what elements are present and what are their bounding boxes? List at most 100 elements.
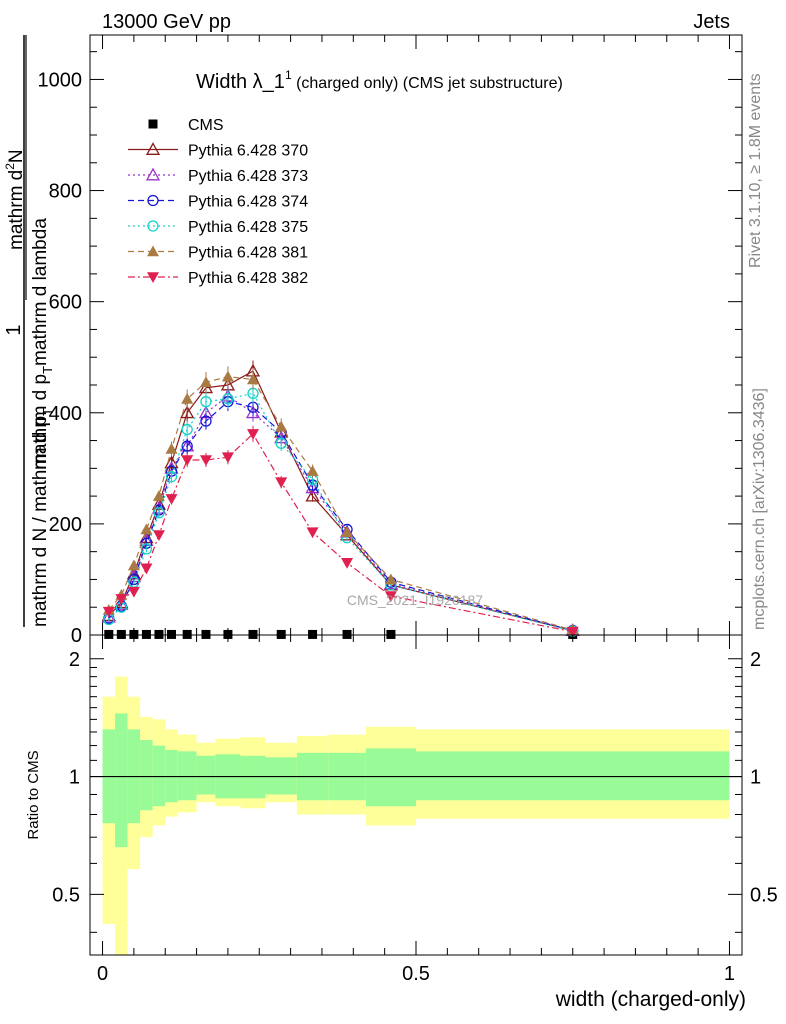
legend-label-374: Pythia 6.428 374	[188, 194, 308, 211]
data-point-CMS	[386, 629, 396, 639]
data-point-CMS	[141, 629, 151, 639]
data-point-381	[341, 526, 354, 538]
data-point-382	[199, 455, 212, 466]
data-point-382	[341, 557, 354, 569]
series-381	[102, 366, 579, 635]
data-point-381	[165, 442, 178, 454]
main-y-label: 1 mathrm d N / mathrm d pT mathrm d2N ma…	[3, 35, 55, 627]
series-line-374	[108, 401, 573, 632]
data-point-CMS	[129, 629, 139, 639]
data-point-382	[127, 586, 140, 598]
series-382	[102, 425, 579, 638]
data-point-CMS	[342, 629, 352, 639]
ylabel-denominator: mathrm d N / mathrm d p	[30, 416, 51, 627]
energy-label: 13000 GeV pp	[102, 11, 231, 33]
data-point-370	[180, 405, 195, 419]
data-point-382	[247, 429, 259, 440]
main-y-axis: 0 200 400 600 800 1000	[38, 51, 742, 647]
series-CMS	[104, 629, 578, 639]
ratio-ytick-label-right: 0.5	[750, 884, 778, 906]
data-point-382	[275, 477, 288, 489]
ratio-y-axis: 0.5 0.5 1 1 2 2	[52, 649, 778, 933]
legend-marker-370	[145, 142, 161, 155]
ratio-band-inner	[140, 740, 153, 811]
ratio-band-inner	[365, 748, 416, 807]
series-line-382	[108, 432, 573, 633]
data-point-381	[127, 559, 140, 571]
legend-marker-381	[147, 245, 159, 257]
ratio-ytick-label: 0.5	[52, 884, 80, 906]
data-point-374	[128, 573, 140, 586]
data-point-CMS	[182, 629, 192, 639]
site-label: mcplots.cern.ch [arXiv:1306.3436]	[751, 388, 768, 630]
main-ytick-label: 800	[49, 181, 82, 203]
series-line-375	[108, 392, 573, 632]
data-point-382	[221, 452, 234, 464]
svg-text:Width λ_11 (charged only) (CMS: Width λ_11 (charged only) (CMS jet subst…	[196, 68, 563, 93]
data-point-CMS	[116, 629, 126, 639]
data-point-CMS	[308, 629, 318, 639]
legend-marker-374	[147, 194, 159, 207]
ratio-band-inner	[177, 751, 197, 801]
title-sub: (charged only) (CMS jet substructure)	[292, 75, 563, 92]
legend-entry-381: Pythia 6.428 381	[128, 245, 308, 262]
data-point-382	[566, 626, 579, 638]
legend-entry-CMS: CMS	[148, 117, 224, 134]
data-point-381	[247, 373, 259, 385]
ratio-band-inner	[152, 745, 166, 807]
ratio-ytick-label: 2	[69, 649, 80, 671]
ylabel-line2-rest: mathrm d lambda	[30, 218, 51, 366]
data-point-382	[115, 594, 128, 605]
legend: CMS Pythia 6.428 370 Pythia 6.428 373 Pythi…	[128, 117, 308, 287]
svg-text:mathrm d pTmathrm d lambda: mathrm d pTmathrm d lambda	[30, 218, 55, 470]
data-point-375	[140, 543, 153, 555]
svg-text:mathrm d N / mathrm d pT: mathrm d N / mathrm d pT	[30, 408, 55, 627]
data-point-381	[152, 490, 165, 501]
ratio-ytick-label-right: 2	[750, 649, 761, 671]
legend-marker-373	[145, 167, 161, 181]
data-point-375	[275, 437, 287, 449]
legend-entry-373: Pythia 6.428 373	[128, 167, 308, 185]
legend-marker-CMS	[148, 119, 158, 129]
x-axis-label: width (charged-only)	[555, 988, 746, 1011]
legend-entry-374: Pythia 6.428 374	[128, 194, 308, 211]
main-ytick-label: 200	[49, 514, 82, 536]
data-point-375	[222, 393, 234, 405]
ratio-xtick-label: 0	[97, 963, 108, 985]
main-ytick-label: 400	[49, 403, 82, 425]
svg-text:mathrm d2N: mathrm d2N	[3, 149, 27, 250]
data-point-CMS	[223, 629, 233, 639]
data-point-382	[181, 455, 194, 466]
data-point-381	[275, 420, 288, 432]
ratio-x-axis: 0 0.5 1	[97, 635, 735, 985]
data-point-375	[200, 396, 212, 408]
chart-title: Width λ_11 (charged only) (CMS jet subst…	[196, 68, 563, 93]
data-point-CMS	[201, 629, 211, 639]
series-line-373	[108, 395, 573, 632]
ratio-band-inner	[115, 713, 128, 848]
legend-entry-382: Pythia 6.428 382	[128, 270, 308, 287]
legend-label-370: Pythia 6.428 370	[188, 143, 308, 160]
data-point-381	[181, 392, 194, 404]
data-point-370	[305, 488, 320, 502]
data-point-382	[152, 530, 165, 541]
data-point-381	[221, 370, 234, 382]
data-point-382	[306, 527, 319, 539]
data-point-381	[140, 523, 153, 535]
data-point-381	[199, 376, 212, 388]
ratio-band-inner	[196, 755, 216, 795]
ylabel-line2-main: mathrm d p	[30, 374, 51, 470]
series-375	[103, 383, 579, 637]
ylabel-line1-rest: N	[6, 149, 27, 163]
ratio-xtick-label: 1	[724, 963, 735, 985]
title-main: Width λ_1	[196, 71, 285, 93]
ratio-band-inner	[265, 757, 297, 795]
legend-entry-375: Pythia 6.428 375	[128, 219, 308, 236]
ylabel-line1: mathrm d	[6, 170, 27, 250]
data-point-CMS	[154, 629, 164, 639]
data-point-381	[384, 573, 397, 585]
data-point-381	[306, 465, 319, 476]
main-panel: 0 200 400 600 800 1000 CMS_2021_I1920187	[38, 34, 743, 647]
ylabel-numerator: 1	[3, 324, 25, 335]
